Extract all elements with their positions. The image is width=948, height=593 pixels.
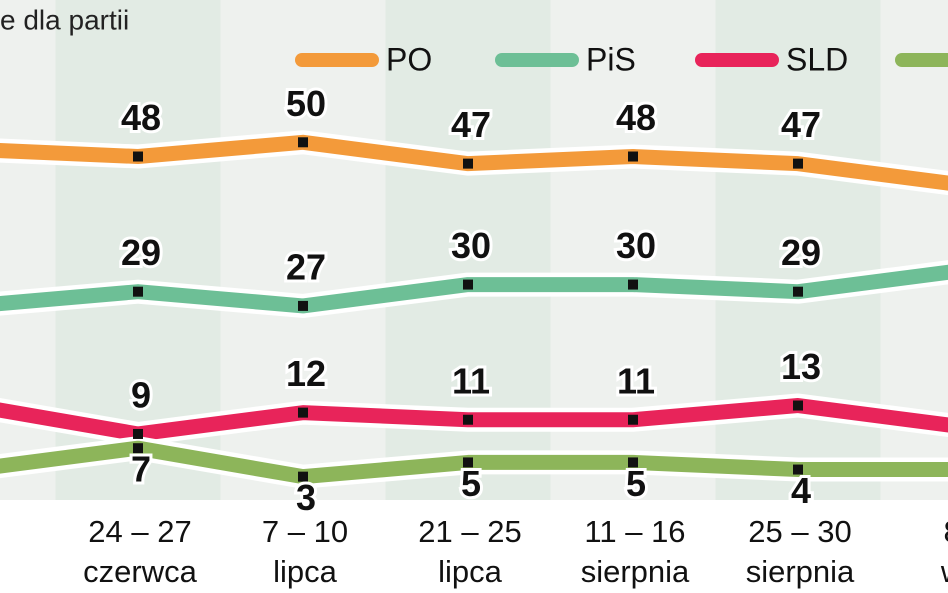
marker: [628, 457, 638, 468]
x-tick-label: lipca: [273, 554, 338, 589]
x-tick-label: 7 – 10: [262, 514, 348, 549]
data-label: 27: [286, 246, 326, 287]
x-tick-label: wrz: [940, 554, 948, 589]
marker: [298, 471, 308, 482]
data-label: 4: [791, 470, 811, 511]
x-tick-label: 24 – 27: [88, 514, 191, 549]
marker: [463, 279, 473, 290]
marker: [628, 151, 638, 162]
x-tick-label: sierpnia: [746, 554, 855, 589]
legend-label: SLD: [786, 41, 848, 77]
marker: [793, 286, 803, 297]
marker: [133, 443, 143, 454]
marker: [463, 158, 473, 169]
chart-title: e dla partii: [0, 4, 129, 35]
data-label: 29: [121, 232, 161, 273]
x-tick-label: 25 – 30: [748, 514, 851, 549]
marker: [463, 457, 473, 468]
marker: [628, 414, 638, 425]
data-label: 7: [131, 449, 151, 490]
marker: [133, 286, 143, 297]
data-label: 5: [626, 463, 646, 504]
data-label: 12: [286, 353, 326, 394]
data-label: 9: [131, 374, 151, 415]
marker: [793, 464, 803, 475]
marker: [793, 400, 803, 411]
marker: [133, 151, 143, 162]
data-label: 29: [781, 232, 821, 273]
x-tick-label: 11 – 16: [584, 514, 685, 549]
x-tick-label: 21 – 25: [418, 514, 521, 549]
x-tick-label: 8 –: [943, 514, 948, 549]
data-label: 3: [296, 477, 316, 518]
data-label: 50: [286, 83, 326, 124]
data-label: 30: [616, 225, 656, 266]
marker: [298, 407, 308, 418]
legend-label: PiS: [586, 41, 636, 77]
legend-label: PO: [386, 41, 432, 77]
data-label: 11: [617, 360, 655, 401]
marker: [133, 428, 143, 439]
marker: [628, 279, 638, 290]
marker: [298, 300, 308, 311]
data-label: 30: [451, 225, 491, 266]
x-tick-label: lipca: [438, 554, 503, 589]
x-tick-label: czerwca: [83, 554, 197, 589]
data-label: 47: [451, 104, 491, 145]
marker: [298, 137, 308, 148]
data-label: 47: [781, 104, 821, 145]
data-label: 11: [452, 360, 490, 401]
data-label: 48: [121, 97, 161, 138]
marker: [463, 414, 473, 425]
data-label: 5: [461, 463, 481, 504]
marker: [793, 158, 803, 169]
x-tick-label: sierpnia: [581, 554, 690, 589]
data-label: 48: [616, 97, 656, 138]
data-label: 13: [781, 346, 821, 387]
